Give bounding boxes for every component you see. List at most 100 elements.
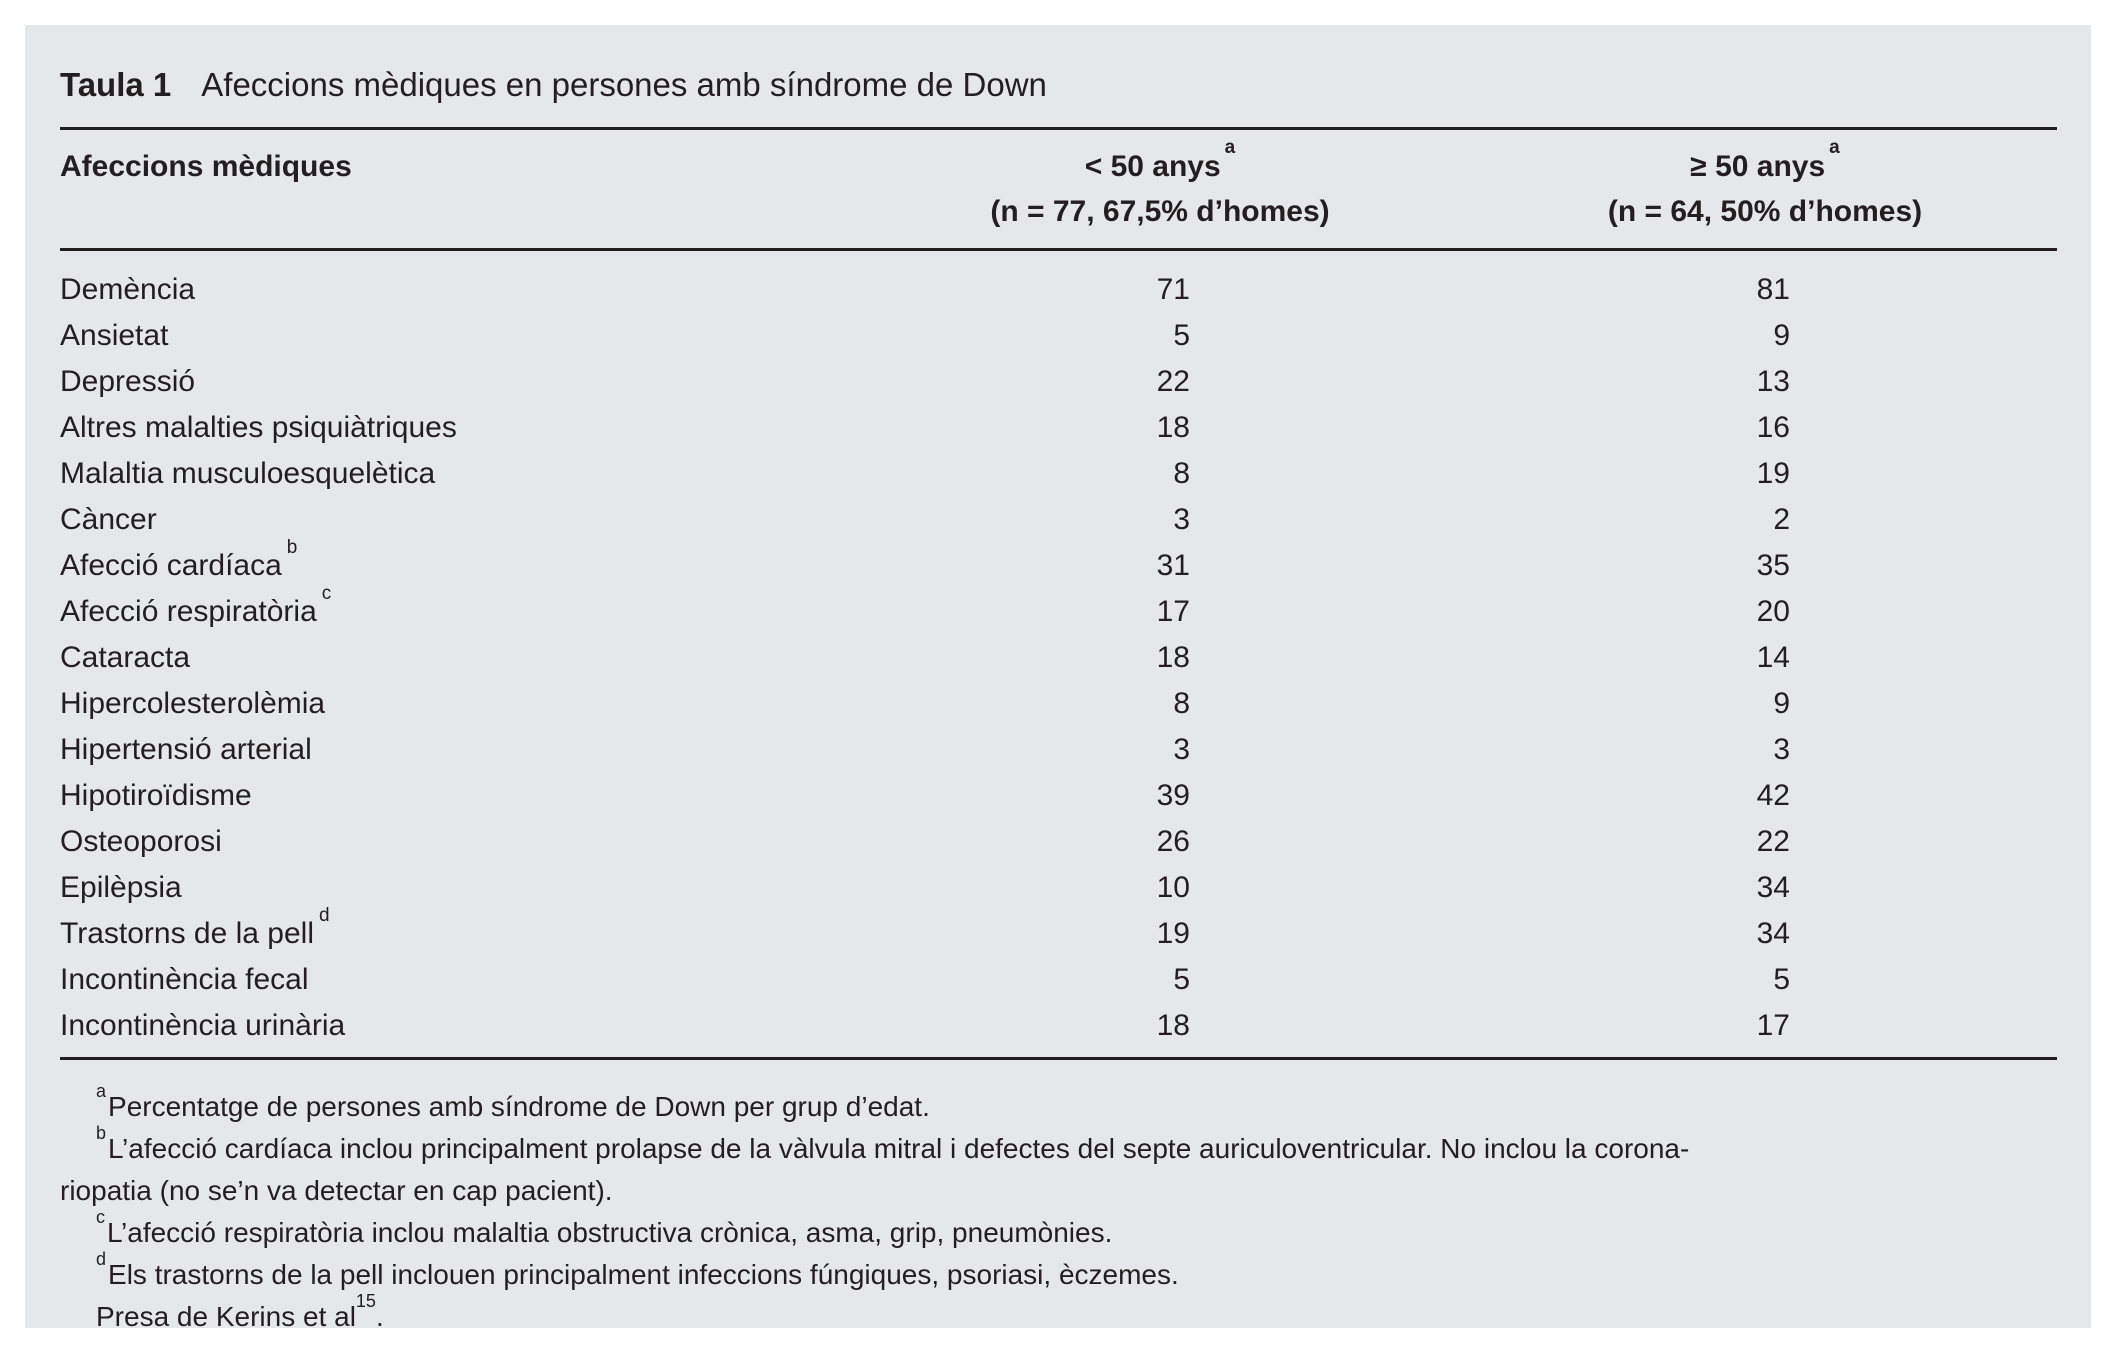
footnote-d-text: Els trastorns de la pell inclouen princi… [108,1259,1179,1290]
value-over-50: 17 [1756,1009,1790,1042]
row-spacer [1970,773,2057,819]
value-under-50: 8 [1173,687,1190,720]
footnotes: aPercentatge de persones amb síndrome de… [60,1060,2057,1338]
value-under-50: 8 [1173,457,1190,490]
table-row: Incontinència fecal 5 5 [60,957,2057,1003]
value-under-50: 22 [1156,365,1190,398]
value-over-50: 14 [1756,641,1790,674]
row-spacer [1380,359,1560,405]
header-spacer [1380,128,1560,251]
table-row: Càncer 3 2 [60,497,2057,543]
footnote-b-text-line1: L’afecció cardíaca inclou principalment … [108,1133,1690,1164]
column-header-under-50-n: (n = 77, 67,5% d’homes) [990,195,1330,228]
row-spacer [1380,1003,1560,1059]
condition-footnote-marker: d [319,905,330,926]
value-under-50: 3 [1173,733,1190,766]
source-suffix: . [375,1301,384,1332]
row-spacer [1380,589,1560,635]
row-spacer [1970,405,2057,451]
table-body: Demència 71 81 Ansietat 5 9 Depressió 22… [60,250,2057,1059]
value-over-50: 5 [1773,963,1790,996]
table-row: Altres malalties psiquiàtriques 18 16 [60,405,2057,451]
table-row: Hipercolesterolèmia 8 9 [60,681,2057,727]
row-spacer [1380,957,1560,1003]
value-over-50: 81 [1756,273,1790,306]
value-over-50: 13 [1756,365,1790,398]
value-over-50: 34 [1756,917,1790,950]
row-spacer [1970,635,2057,681]
table-row: Afecció cardíacab 31 35 [60,538,2057,589]
row-spacer [1970,1003,2057,1059]
table-panel: Taula 1 Afeccions mèdiques en persones am… [25,25,2091,1332]
table-row: Ansietat 5 9 [60,313,2057,359]
table-caption: Afeccions mèdiques en persones amb síndr… [201,66,1047,103]
row-spacer [1970,957,2057,1003]
column-header-over-50-n: (n = 64, 50% d’homes) [1607,195,1923,228]
value-under-50: 17 [1156,595,1190,628]
footnote-b-text-line2: riopatia (no se’n va detectar en cap pac… [60,1175,613,1206]
column-header-conditions: Afeccions mèdiques [60,128,940,251]
footnote-marker-a: a [1829,137,1840,158]
table-row: Trastorns de la pelld 19 34 [60,906,2057,957]
value-over-50: 20 [1756,595,1790,628]
condition-label: Malaltia musculoesquelètica [60,457,436,490]
value-under-50: 3 [1173,503,1190,536]
condition-label: Afecció respiratòria [60,595,317,628]
condition-label: Incontinència fecal [60,963,309,996]
value-over-50: 22 [1756,825,1790,858]
value-under-50: 10 [1156,871,1190,904]
table-row: Incontinència urinària 18 17 [60,1003,2057,1059]
condition-label: Hipercolesterolèmia [60,687,326,720]
row-spacer [1380,497,1560,543]
footnote-c-marker: c [96,1206,105,1227]
row-spacer [1380,911,1560,957]
footnote-marker-a: a [1224,137,1236,158]
footnote-a-text: Percentatge de persones amb síndrome de … [108,1091,930,1122]
condition-label: Incontinència urinària [60,1009,346,1042]
table-row: Hipotiroïdisme 39 42 [60,773,2057,819]
value-over-50: 19 [1756,457,1790,490]
row-spacer [1970,681,2057,727]
value-under-50: 39 [1156,779,1190,812]
condition-label: Hipotiroïdisme [60,779,252,812]
row-spacer [1970,313,2057,359]
column-header-over-50: ≥ 50 anysa (n = 64, 50% d’homes) [1560,128,1970,251]
footnote-a-marker: a [96,1080,107,1101]
table-row: Malaltia musculoesquelètica 8 19 [60,451,2057,497]
condition-footnote-marker: b [286,537,298,558]
value-under-50: 18 [1156,411,1190,444]
row-spacer [1380,313,1560,359]
column-header-under-50: < 50 anysa (n = 77, 67,5% d’homes) [940,128,1380,251]
row-spacer [1970,250,2057,314]
table-header: Afeccions mèdiques < 50 anysa (n = 77, 6… [60,128,2057,251]
condition-label: Altres malalties psiquiàtriques [60,411,457,444]
column-header-under-50-age: < 50 anysa [1084,137,1236,183]
row-spacer [1380,451,1560,497]
table-row: Epilèpsia 10 34 [60,865,2057,911]
table-number: Taula 1 [60,66,172,103]
table-row: Osteoporosi 26 22 [60,819,2057,865]
row-spacer [1380,819,1560,865]
row-spacer [1380,635,1560,681]
value-under-50: 71 [1156,273,1190,306]
value-over-50: 9 [1773,319,1790,352]
condition-label: Afecció cardíaca [60,549,282,582]
header-spacer [1970,128,2057,251]
value-over-50: 42 [1756,779,1790,812]
condition-label: Epilèpsia [60,871,182,904]
condition-label: Demència [60,273,196,306]
condition-label: Depressió [60,365,196,398]
row-spacer [1970,727,2057,773]
table-row: Depressió 22 13 [60,359,2057,405]
footnote-c: cL’afecció respiratòria inclou malaltia … [60,1208,2057,1254]
value-over-50: 16 [1756,411,1790,444]
row-spacer [1380,773,1560,819]
source-reference-number: 15 [355,1290,376,1311]
value-under-50: 18 [1156,641,1190,674]
value-over-50: 34 [1756,871,1790,904]
row-spacer [1380,727,1560,773]
footnote-d: dEls trastorns de la pell inclouen princ… [60,1250,2057,1296]
row-spacer [1970,911,2057,957]
header-row: Afeccions mèdiques < 50 anysa (n = 77, 6… [60,128,2057,251]
